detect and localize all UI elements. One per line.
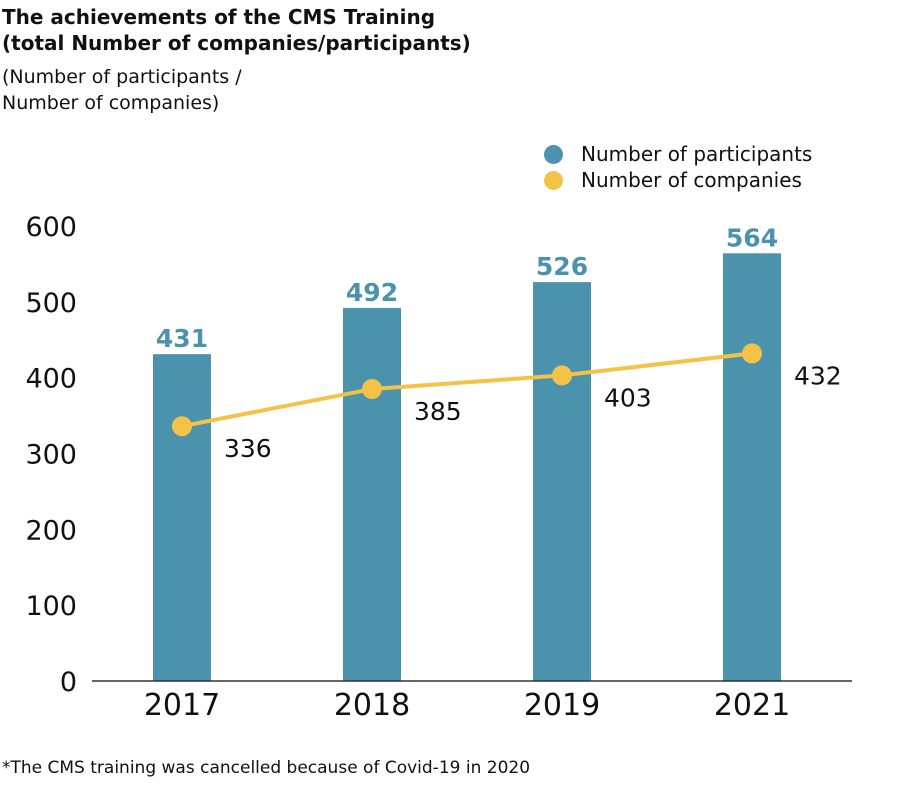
companies-label-2017: 336	[224, 434, 272, 463]
participants-bar-labels: 431 492 526 564	[156, 223, 778, 353]
companies-point-2018	[362, 379, 382, 400]
x-tick-label-2021: 2021	[714, 688, 790, 723]
bar-label-2017: 431	[156, 324, 208, 353]
companies-line	[181, 351, 753, 429]
chart-title: The achievements of the CMS Training (to…	[2, 4, 471, 56]
legend-dot-companies-icon	[544, 170, 563, 190]
legend-item-participants: Number of participants	[544, 141, 812, 167]
bar-label-2018: 492	[346, 278, 398, 307]
bar-2017	[153, 354, 211, 681]
bar-2018	[343, 307, 401, 681]
legend-label-participants: Number of participants	[581, 142, 813, 166]
chart-title-line-2: (total Number of companies/participants)	[2, 31, 471, 55]
bar-label-2021: 564	[726, 223, 778, 252]
bar-2019	[533, 282, 591, 681]
y-tick-label-300: 300	[25, 440, 77, 471]
legend-label-companies: Number of companies	[581, 168, 802, 192]
legend-dot-participants-icon	[544, 144, 563, 164]
companies-label-2021: 432	[794, 361, 842, 390]
y-tick-label-500: 500	[25, 288, 77, 319]
y-tick-label-600: 600	[25, 212, 77, 243]
legend-item-companies: Number of companies	[544, 167, 812, 193]
y-axis-unit-line-2: Number of companies)	[2, 92, 220, 114]
footnote: *The CMS training was cancelled because …	[2, 758, 531, 778]
companies-line-series	[172, 343, 762, 437]
y-tick-label-200: 200	[25, 515, 77, 546]
x-tick-label-2019: 2019	[524, 688, 600, 723]
companies-point-labels: 336 385 403 432	[224, 361, 842, 463]
y-tick-label-100: 100	[25, 591, 77, 622]
participants-bars	[153, 253, 781, 682]
x-tick-label-2017: 2017	[144, 688, 220, 723]
y-axis-unit-line-1: (Number of participants /	[2, 66, 242, 88]
chart-title-line-1: The achievements of the CMS Training	[2, 5, 436, 29]
y-axis-unit-label: (Number of participants / Number of comp…	[2, 64, 242, 116]
legend: Number of participants Number of compani…	[544, 141, 812, 193]
companies-label-2018: 385	[414, 397, 462, 426]
x-axis-ticks: 2017 2018 2019 2021	[144, 688, 790, 723]
bar-2021	[723, 253, 781, 682]
companies-point-2017	[172, 416, 192, 437]
bar-label-2019: 526	[536, 252, 588, 281]
companies-label-2019: 403	[604, 383, 652, 412]
y-tick-label-0: 0	[60, 667, 77, 698]
x-tick-label-2018: 2018	[334, 688, 410, 723]
companies-point-2021	[742, 343, 762, 364]
companies-point-2019	[552, 365, 572, 386]
y-tick-label-400: 400	[25, 364, 77, 395]
y-axis-ticks: 0 100 200 300 400 500 600	[25, 212, 77, 698]
